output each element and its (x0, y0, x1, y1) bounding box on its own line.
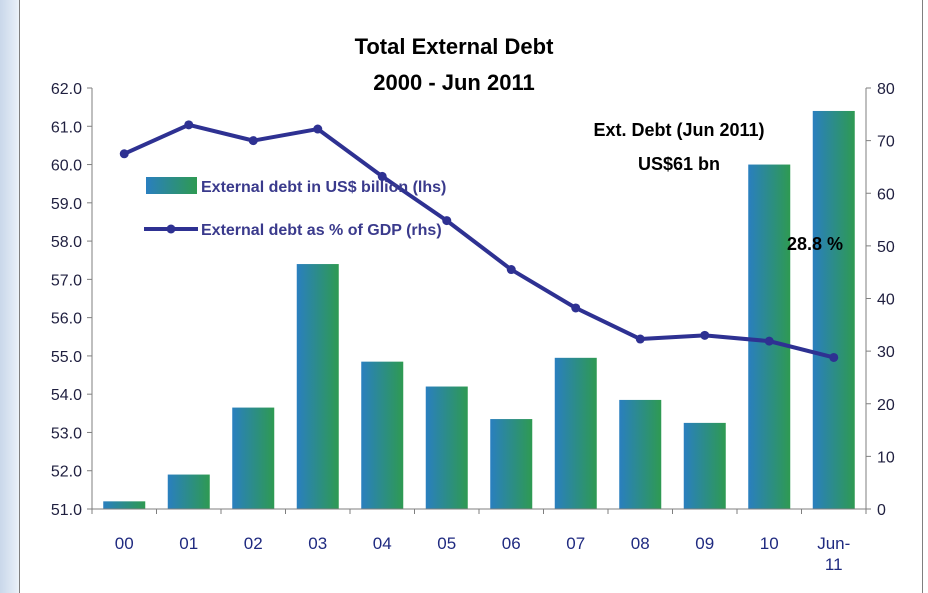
legend-bar-swatch (146, 177, 197, 194)
right-tick-label-5: 50 (877, 239, 895, 256)
right-tick-label-8: 80 (877, 81, 895, 98)
axes: 51.0 52.0 53.0 54.0 55.0 56.0 57.0 58.0 59.0 60.0… (51, 81, 895, 574)
bar-9 (683, 422, 726, 509)
line-point-9 (700, 330, 710, 340)
chart-subtitle: 2000 - Jun 2011 (373, 70, 534, 95)
left-tick-label-11: 62.0 (51, 81, 82, 98)
line-series (119, 120, 839, 362)
bar-3 (296, 264, 339, 509)
right-tick-label-7: 70 (877, 134, 895, 151)
bar-7 (554, 357, 597, 509)
line-point-7 (571, 303, 581, 313)
right-tick-label-3: 30 (877, 344, 895, 361)
right-tick-label-0: 0 (877, 502, 886, 519)
right-tick-label-4: 40 (877, 292, 895, 309)
x-tick-label-5: 05 (437, 534, 456, 553)
line-point-8 (635, 334, 645, 344)
x-tick-label-0: 00 (115, 534, 134, 553)
left-tick-label-5: 56.0 (51, 311, 82, 328)
right-tick-label-6: 60 (877, 186, 895, 203)
left-tick-label-8: 59.0 (51, 196, 82, 213)
left-tick-label-3: 54.0 (51, 387, 82, 404)
bar-4 (361, 361, 404, 509)
left-tick-label-0: 51.0 (51, 502, 82, 519)
x-tick-label-7: 07 (566, 534, 585, 553)
bar-1 (167, 474, 210, 509)
line-point-2 (248, 136, 258, 146)
line-point-4 (377, 171, 387, 181)
line-point-10 (764, 336, 774, 346)
left-tick-label-7: 58.0 (51, 234, 82, 251)
right-tick-label-2: 20 (877, 397, 895, 414)
left-tick-label-9: 60.0 (51, 158, 82, 175)
left-tick-label-1: 52.0 (51, 464, 82, 481)
left-tick-label-2: 53.0 (51, 425, 82, 442)
line-point-3 (313, 124, 323, 134)
chart-title: Total External Debt (355, 34, 555, 59)
x-tick-label-11-0: Jun- (817, 534, 850, 553)
x-tick-label-3: 03 (308, 534, 327, 553)
legend-label-bars: External debt in US$ billion (lhs) (201, 179, 446, 196)
bar-11 (812, 110, 855, 510)
bar-0 (103, 501, 146, 509)
line-point-0 (119, 149, 129, 159)
bar-series (103, 110, 855, 510)
right-tick-label-1: 10 (877, 449, 895, 466)
line-point-1 (184, 120, 194, 130)
left-tick-label-10: 61.0 (51, 119, 82, 136)
gdp-ratio-line (123, 122, 835, 360)
left-tick-label-6: 57.0 (51, 272, 82, 289)
bar-6 (490, 419, 533, 509)
bar-8 (619, 399, 662, 509)
annotation-ext-debt-line1: Ext. Debt (Jun 2011) (593, 120, 764, 140)
line-point-5 (442, 216, 452, 226)
left-tick-label-4: 55.0 (51, 349, 82, 366)
line-point-6 (506, 265, 516, 275)
annotation-ext-debt-line2: US$61 bn (638, 154, 720, 174)
x-tick-label-10: 10 (760, 534, 779, 553)
x-tick-label-9: 09 (695, 534, 714, 553)
x-tick-label-4: 04 (373, 534, 392, 553)
x-tick-label-8: 08 (631, 534, 650, 553)
bar-2 (232, 407, 275, 509)
x-tick-label-2: 02 (244, 534, 263, 553)
legend: External debt in US$ billion (lhs) Exter… (144, 177, 446, 239)
bar-5 (425, 386, 468, 509)
legend-label-line: External debt as % of GDP (rhs) (201, 222, 442, 239)
line-point-11 (829, 352, 839, 362)
x-tick-label-1: 01 (179, 534, 198, 553)
chart-frame: 51.0 52.0 53.0 54.0 55.0 56.0 57.0 58.0 59.0 60.0… (19, 0, 923, 593)
external-debt-chart: 51.0 52.0 53.0 54.0 55.0 56.0 57.0 58.0 59.0 60.0… (51, 34, 895, 574)
x-tick-label-6: 06 (502, 534, 521, 553)
x-tick-label-11-1: 11 (825, 555, 843, 574)
annotation-pct-label: 28.8 % (787, 234, 843, 254)
legend-line-marker (166, 224, 176, 234)
